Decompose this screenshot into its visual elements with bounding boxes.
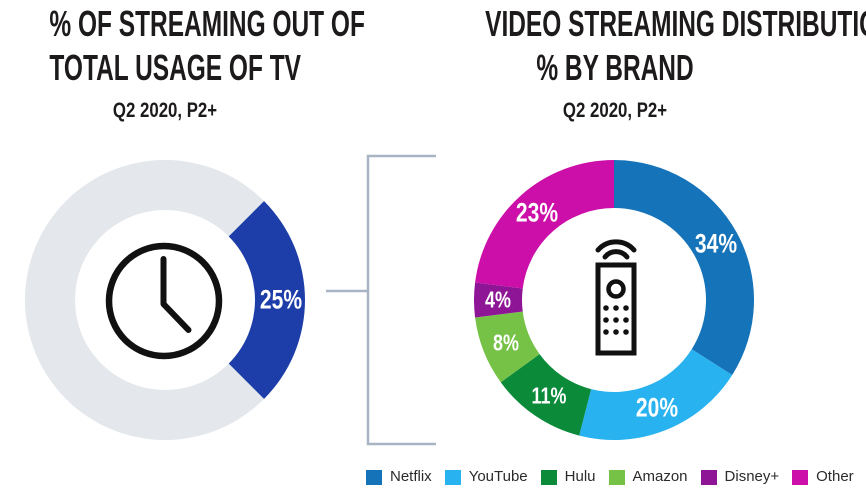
segment-label-amazon: 8% — [493, 329, 520, 356]
segment-disney — [474, 282, 523, 318]
left-chart-title-line2: TOTAL USAGE OF TV — [49, 47, 302, 88]
clock-icon — [105, 242, 223, 360]
remote-icon — [595, 239, 637, 356]
legend-label-amazon: Amazon — [632, 468, 688, 485]
streaming-share-donut-svg — [25, 160, 305, 440]
segment-netflix — [614, 160, 754, 376]
legend-label-netflix: Netflix — [390, 468, 432, 485]
legend-swatch-amazon — [608, 469, 625, 485]
segment-label-hulu: 11% — [531, 382, 567, 409]
right-chart-header: VIDEO STREAMING DISTRIBUTION % BY BRAND … — [424, 2, 866, 123]
legend-label-youtube: YouTube — [468, 468, 528, 485]
legend-swatch-other — [792, 469, 809, 485]
legend-item-youtube: YouTube — [444, 468, 528, 485]
legend-swatch-youtube — [444, 469, 461, 485]
streaming-share-donut-chart: 25% — [25, 160, 305, 440]
segment-label-youtube: 20% — [635, 392, 678, 423]
segment-hulu — [500, 354, 592, 436]
segment-youtube — [579, 349, 733, 440]
left-chart-subtitle: Q2 2020, P2+ — [112, 99, 218, 122]
legend-item-netflix: Netflix — [366, 469, 432, 485]
legend-swatch-netflix — [366, 469, 382, 485]
brand-distribution-donut-svg — [474, 160, 754, 440]
segment-label-disney: 4% — [485, 286, 511, 313]
legend-item-disney: Disney+ — [700, 468, 780, 485]
legend-label-hulu: Hulu — [564, 468, 596, 485]
right-chart-subtitle: Q2 2020, P2+ — [562, 99, 668, 122]
left-chart-header: % OF STREAMING OUT OF TOTAL USAGE OF TV … — [0, 2, 365, 123]
legend-swatch-disney — [700, 469, 717, 485]
legend-item-hulu: Hulu — [540, 468, 596, 485]
segment-amazon — [475, 311, 540, 383]
connector-path — [326, 154, 436, 446]
segment-label-streaming: 25% — [259, 284, 303, 315]
legend-item-other: Other — [792, 469, 854, 485]
legend-item-amazon: Amazon — [608, 468, 688, 485]
legend-label-disney: Disney+ — [724, 468, 780, 485]
legend-label-other: Other — [816, 468, 854, 485]
brand-legend: Netflix YouTube Hulu Amazon Disney+ Other — [366, 469, 854, 485]
segment-label-other: 23% — [516, 197, 559, 228]
segment-label-netflix: 34% — [694, 228, 737, 259]
segment-restoftvusage — [25, 160, 264, 440]
segment-streaming — [228, 201, 305, 399]
right-chart-title-line2: % BY BRAND — [536, 47, 694, 88]
brand-distribution-donut-chart: 34% 20% 11% 8% 4% 23% — [474, 160, 754, 440]
segment-other — [475, 160, 614, 289]
left-chart-title-line1: % OF STREAMING OUT OF — [49, 3, 365, 44]
right-chart-title-line1: VIDEO STREAMING DISTRIBUTION — [485, 3, 866, 44]
legend-swatch-hulu — [540, 469, 557, 485]
